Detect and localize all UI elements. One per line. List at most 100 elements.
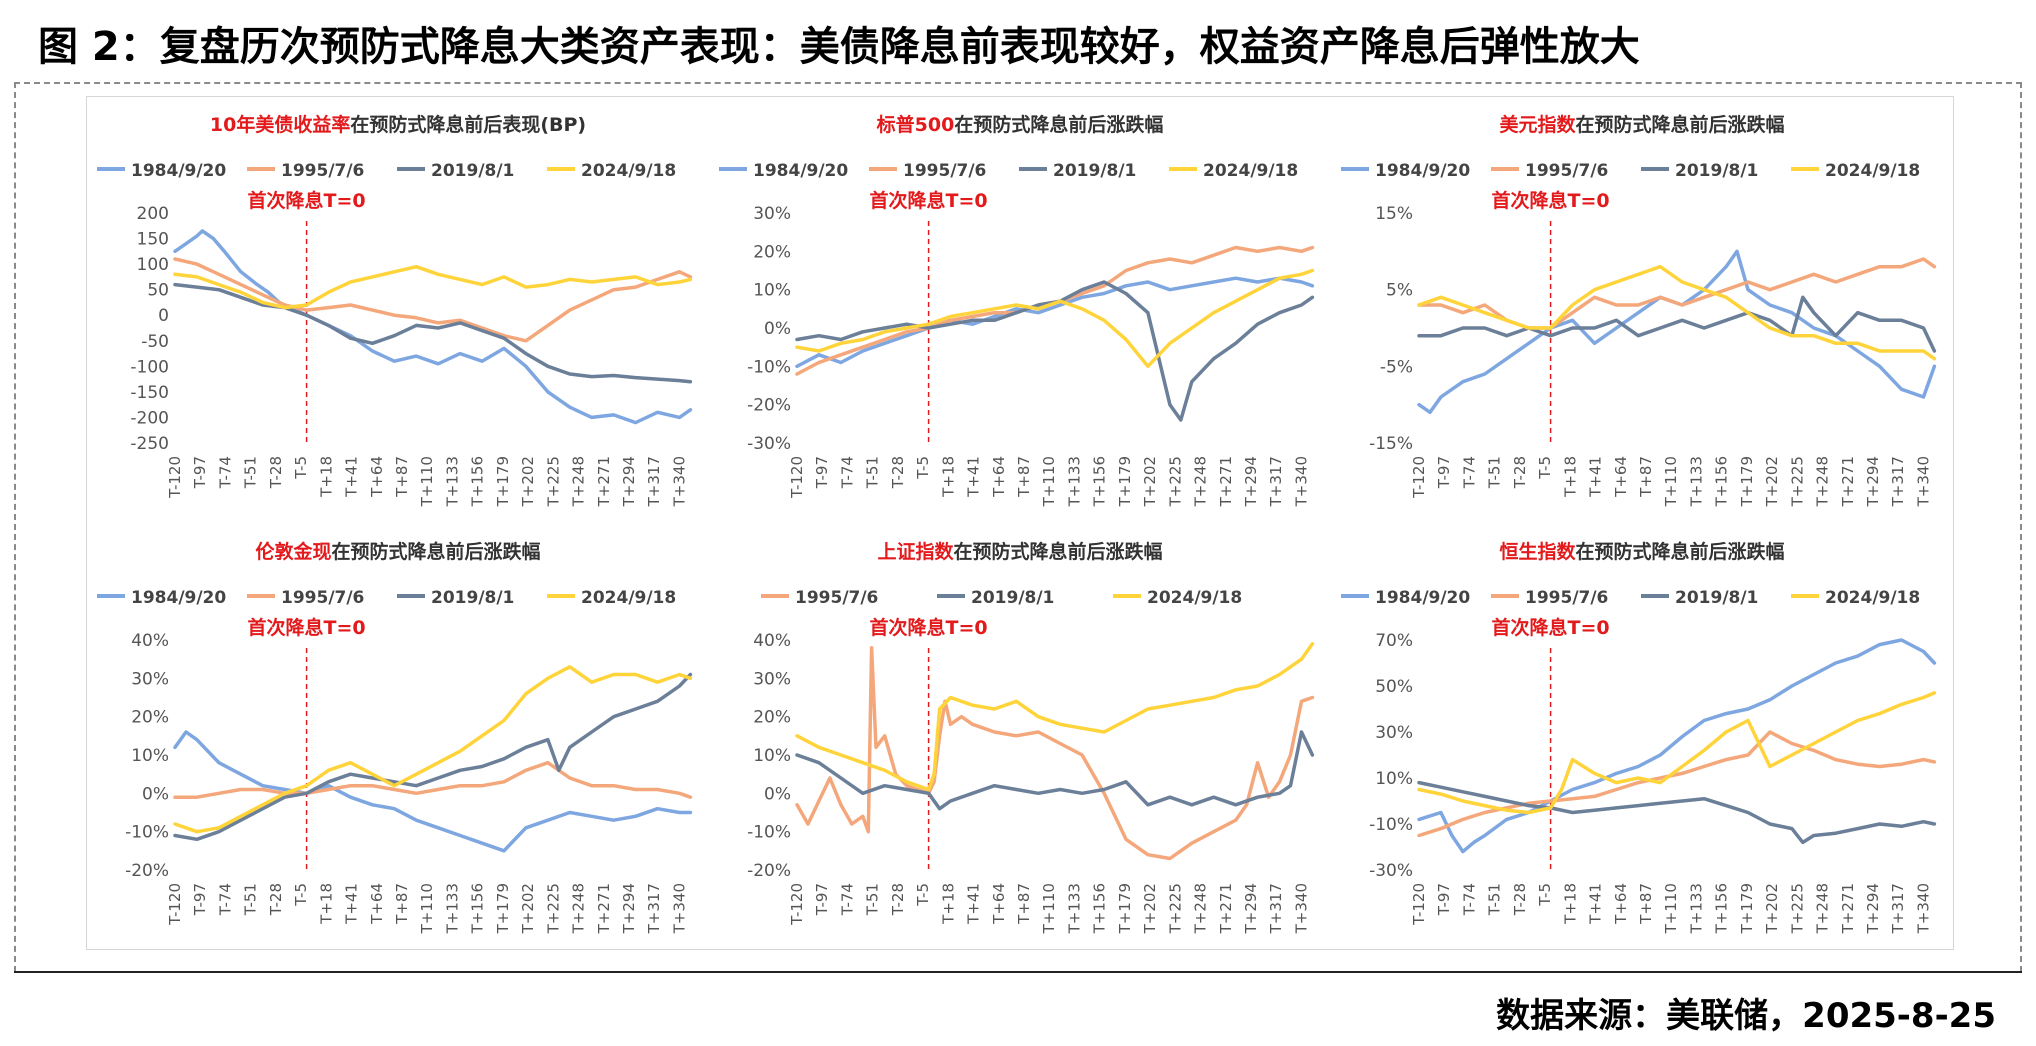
y-tick-label: -30% [1369,861,1413,881]
series-line [1417,730,1937,838]
x-tick-label: T+202 [1763,456,1781,507]
first-cut-annotation: 首次降息T=0 [248,189,366,212]
chart-svg: 上证指数在预防式降息前后涨跌幅 1995/7/6 2019/8/1 2024/9/18… [747,540,1315,934]
series-line [795,268,1315,369]
legend-item: 1995/7/6 [761,588,878,608]
y-tick-label: 50 [147,281,169,301]
y-tick-label: 100 [137,255,169,275]
x-tick-label: T+41 [1587,456,1605,498]
x-tick-label: T+202 [519,456,537,507]
report-header: 图 2：复盘历次预防式降息大类资产表现：美债降息前表现较好，权益资产降息后弹性放… [0,0,2036,80]
svg-text:1995/7/6: 1995/7/6 [903,161,986,181]
x-tick-label: T+294 [1864,883,1882,934]
x-tick-label: T+225 [544,883,562,934]
x-tick-label: T-51 [242,456,260,489]
series-line [173,730,693,853]
first-cut-annotation: 首次降息T=0 [870,616,988,639]
chart-svg: 10年美债收益率在预防式降息前后表现(BP) 1984/9/20 1995/7/6 2… [97,113,693,507]
x-tick-label: T+294 [1242,456,1260,507]
x-tick-label: T+110 [1040,456,1058,507]
series-line [1417,295,1937,353]
x-tick-label: T+87 [1015,883,1033,925]
x-tick-label: T-51 [864,883,882,916]
legend-item: 2024/9/18 [1791,161,1920,181]
chart-title: 10年美债收益率在预防式降息前后表现(BP) [210,113,586,136]
x-tick-label: T-74 [1460,883,1478,916]
x-tick-label: T-28 [889,883,907,916]
x-tick-label: T-28 [1511,883,1529,916]
x-tick-label: T+87 [1015,456,1033,498]
chart-title: 伦敦金现在预防式降息前后涨跌幅 [255,540,540,563]
y-tick-label: 10% [131,746,169,766]
x-tick-label: T+179 [1738,883,1756,934]
x-tick-label: T-120 [166,456,184,499]
series-line [173,672,693,842]
chart-svg: 恒生指数在预防式降息前后涨跌幅 1984/9/20 1995/7/6 2019/8/1… [1341,540,1937,934]
x-tick-label: T+248 [570,883,588,934]
y-tick-label: -10% [747,357,791,377]
x-tick-label: T+317 [1889,883,1907,934]
x-tick-label: T+340 [670,883,688,934]
chart-svg: 美元指数在预防式降息前后涨跌幅 1984/9/20 1995/7/6 2019/8/1… [1341,113,1937,507]
x-tick-label: T+110 [418,456,436,507]
series-line [1417,780,1937,845]
y-tick-label: 30% [1375,723,1413,743]
x-tick-label: T+340 [1292,883,1310,934]
x-tick-label: T+340 [1914,456,1932,507]
y-tick-label: 200 [137,204,169,224]
data-source: 数据来源：美联储，2025-8-25 [1496,996,1996,1036]
x-tick-label: T+225 [1166,883,1184,934]
legend-item: 1984/9/20 [1341,588,1470,608]
x-tick-label: T+87 [1637,456,1655,498]
legend-item: 2024/9/18 [1113,588,1242,608]
y-tick-label: 10% [1375,769,1413,789]
y-tick-label: -20% [747,396,791,416]
svg-text:2024/9/18: 2024/9/18 [1825,161,1920,181]
x-tick-label: T+18 [317,883,335,925]
x-tick-label: T+271 [1839,883,1857,934]
chart-svg: 标普500在预防式降息前后涨跌幅 1984/9/20 1995/7/6 2019/8/… [719,113,1315,507]
x-tick-label: T-97 [813,883,831,916]
legend-item: 1984/9/20 [1341,161,1470,181]
chart-panel-us10y: 10年美债收益率在预防式降息前后表现(BP) 1984/9/20 1995/7/6 2… [87,97,709,524]
legend-item: 2019/8/1 [1019,161,1136,181]
x-tick-label: T-120 [788,883,806,926]
x-tick-label: T+225 [1788,883,1806,934]
x-tick-label: T+225 [544,456,562,507]
x-tick-label: T+18 [1561,883,1579,925]
y-tick-label: 10% [753,281,791,301]
y-tick-label: 0% [142,784,169,804]
x-tick-label: T-97 [191,456,209,489]
x-tick-label: T-97 [1435,456,1453,489]
svg-text:2019/8/1: 2019/8/1 [1675,161,1758,181]
y-tick-label: -5% [1380,357,1413,377]
series-line [173,665,693,834]
legend-item: 2024/9/18 [1169,161,1298,181]
y-tick-label: 40% [753,631,791,651]
x-tick-label: T+133 [1065,456,1083,507]
x-tick-label: T+110 [418,883,436,934]
x-tick-label: T-97 [813,456,831,489]
x-tick-label: T+156 [469,456,487,507]
x-tick-label: T+156 [1091,883,1109,934]
x-tick-label: T+156 [1713,883,1731,934]
y-tick-label: -10% [125,823,169,843]
x-tick-label: T-28 [889,456,907,489]
x-tick-label: T+133 [1065,883,1083,934]
x-tick-label: T+294 [1864,456,1882,507]
legend-item: 1995/7/6 [869,161,986,181]
x-tick-label: T+294 [1242,883,1260,934]
x-tick-label: T-5 [292,883,310,907]
x-tick-label: T+248 [1192,456,1210,507]
y-tick-label: -150 [130,383,169,403]
y-tick-label: 0% [764,784,791,804]
top-dashed-rule [14,82,2022,84]
x-tick-label: T-5 [914,456,932,480]
x-tick-label: T+317 [645,456,663,507]
y-tick-label: 5% [1386,281,1413,301]
x-tick-label: T+110 [1662,883,1680,934]
y-tick-label: -10% [1369,815,1413,835]
series-line [1417,264,1937,361]
x-tick-label: T+271 [595,456,613,507]
chart-title: 美元指数在预防式降息前后涨跌幅 [1499,113,1784,136]
